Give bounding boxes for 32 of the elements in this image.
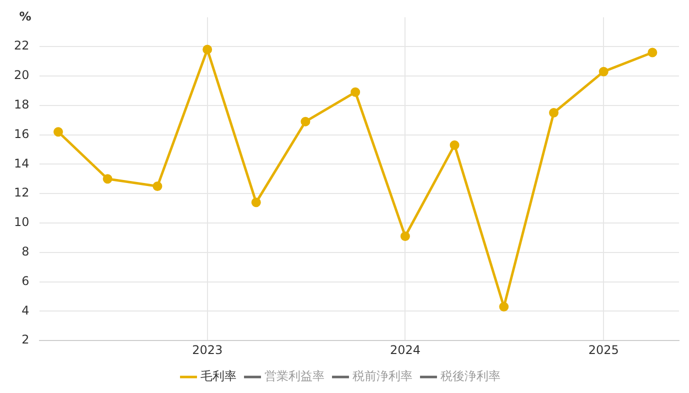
point [300,116,310,126]
y-tick-label: 16 [14,126,30,141]
point [450,140,460,150]
point [648,48,658,58]
y-tick-label: 18 [14,98,30,112]
y-axis-title: % [19,9,32,24]
legend-label: 毛利率 [200,369,236,384]
y-tick-label: 20 [14,68,30,82]
legend-label: 営業利益率 [264,369,324,384]
x-tick-label: 2024 [390,342,420,357]
y-tick-label: 14 [14,156,30,170]
point [152,182,162,191]
y-tick-label: 10 [14,215,30,230]
x-tick-label: 2023 [192,342,223,357]
y-tick-label: 12 [14,186,30,200]
point [549,108,559,118]
point [598,66,608,76]
point [499,302,509,312]
point [202,44,212,54]
point [251,198,261,208]
point [102,174,112,184]
y-tick-label: 22 [14,38,30,53]
legend-label: 税前浄利率 [352,369,412,384]
y-tick-label: 6 [22,274,30,288]
legend-label: 税後浄利率 [440,369,500,384]
y-tick-label: 2 [22,332,30,347]
point [350,87,360,97]
x-tick-label: 2025 [588,342,619,357]
y-tick-label: 4 [22,303,30,318]
point [53,127,63,137]
point [400,231,410,241]
y-tick-label: 8 [22,244,30,259]
